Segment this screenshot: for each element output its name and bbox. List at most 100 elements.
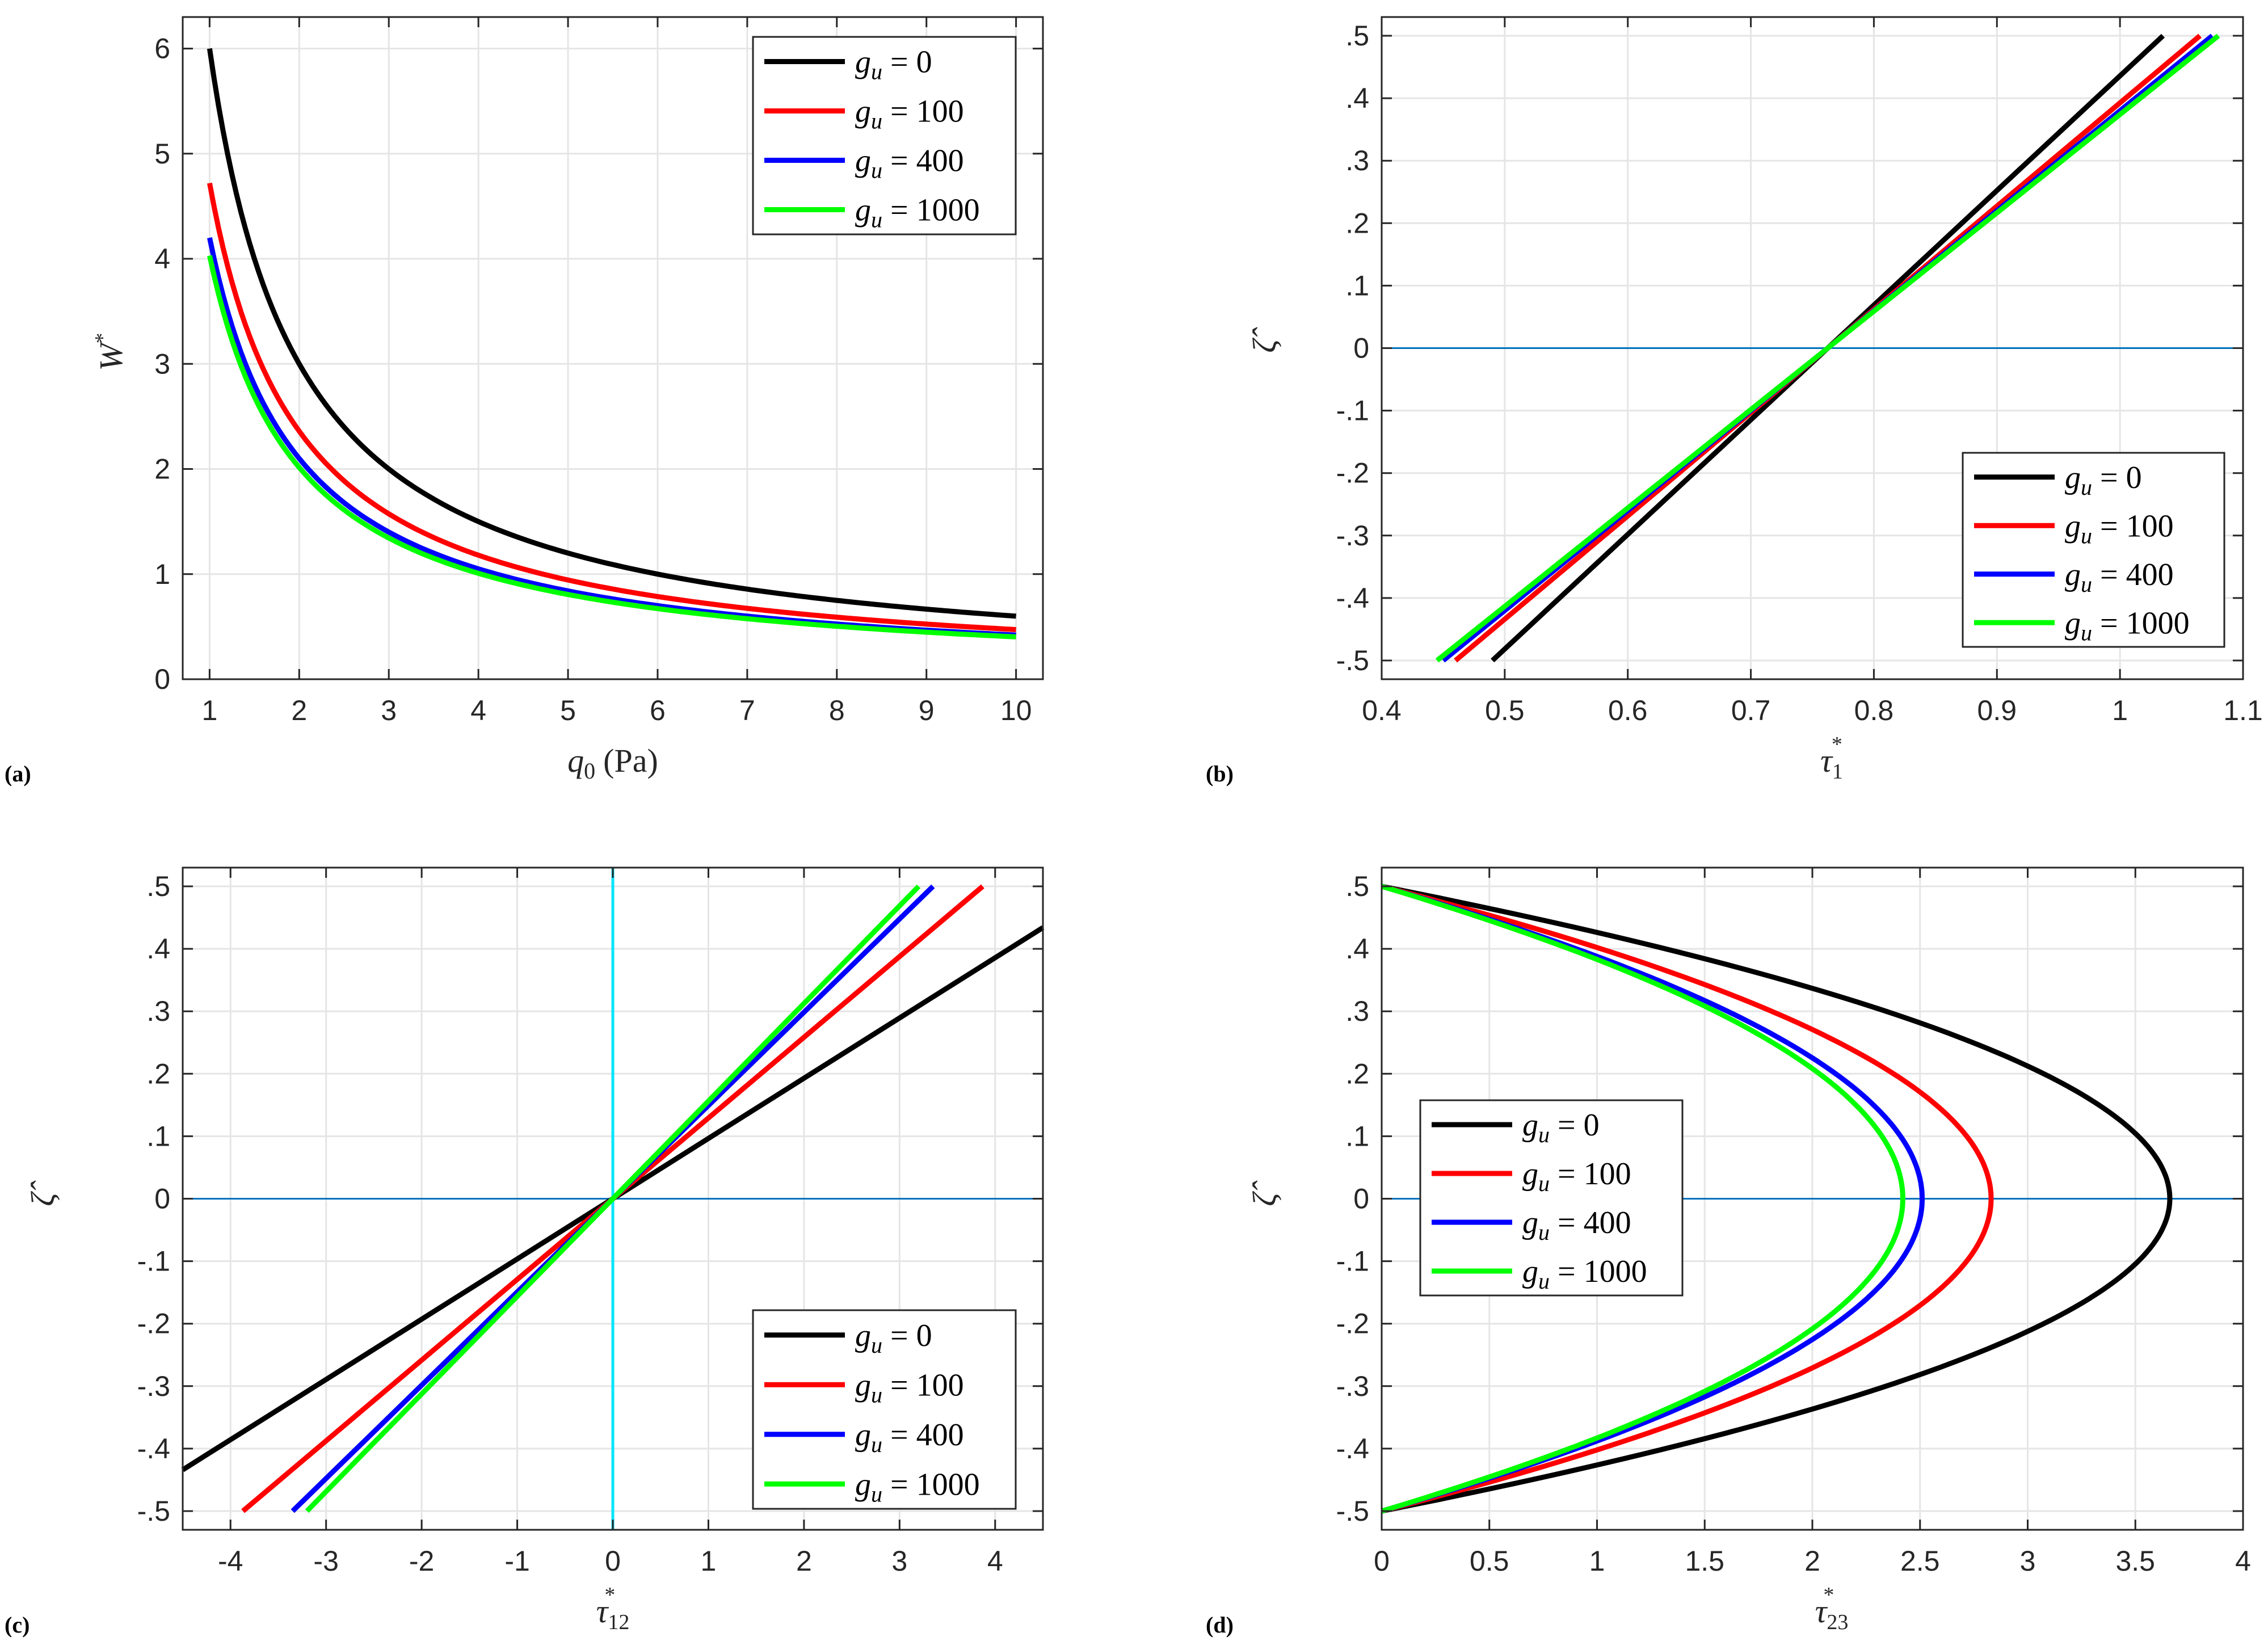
y-axis-label: ζ̂ — [1246, 327, 1283, 352]
x-tick-label: 1 — [2112, 695, 2128, 726]
y-tick-label: .5 — [146, 870, 170, 902]
y-tick-label: -.4 — [1336, 582, 1369, 614]
x-tick-label: 7 — [739, 695, 755, 726]
y-axis-label: W* — [91, 333, 129, 371]
y-axis-label: ζ̂ — [24, 1180, 61, 1206]
x-tick-label: 3.5 — [2115, 1545, 2155, 1577]
y-tick-label: 4 — [154, 243, 170, 275]
legend-label-100: gu = 100 — [2065, 508, 2174, 548]
y-tick-label: -.3 — [137, 1370, 170, 1402]
legend-label-0: gu = 0 — [855, 1318, 932, 1358]
x-tick-label: 0.5 — [1470, 1545, 1509, 1577]
series-line-100 — [1381, 883, 1994, 1514]
y-tick-label: 1 — [154, 558, 170, 590]
y-tick-label: 0 — [1353, 333, 1369, 364]
x-tick-label: 1 — [1589, 1545, 1605, 1577]
x-tick-label: 8 — [829, 695, 845, 726]
legend-label-0: gu = 0 — [1522, 1108, 1600, 1147]
x-tick-label: 1 — [201, 695, 217, 726]
x-tick-label: 4 — [987, 1545, 1003, 1577]
y-tick-label: .1 — [146, 1120, 170, 1152]
legend-label-400: gu = 400 — [1522, 1205, 1631, 1245]
x-tick-label: 2 — [796, 1545, 812, 1577]
legend-label-100: gu = 100 — [855, 1368, 964, 1407]
y-tick-label: 2 — [154, 453, 170, 485]
y-tick-label: -.4 — [137, 1433, 170, 1465]
y-tick-label: 5 — [154, 138, 170, 170]
y-tick-label: -.2 — [137, 1308, 170, 1340]
y-tick-label: 6 — [154, 33, 170, 65]
legend-label-1000: gu = 1000 — [855, 193, 980, 233]
x-tick-label: 2.5 — [1900, 1545, 1940, 1577]
legend-label-400: gu = 400 — [855, 1417, 964, 1457]
x-tick-label: 1.5 — [1685, 1545, 1724, 1577]
y-tick-label: .1 — [1345, 1120, 1369, 1152]
x-tick-label: 0 — [605, 1545, 621, 1577]
legend-label-1000: gu = 1000 — [2065, 605, 2190, 645]
x-tick-label: 10 — [1000, 695, 1032, 726]
legend-label-0: gu = 0 — [2065, 460, 2142, 500]
legend-label-100: gu = 100 — [1522, 1156, 1631, 1196]
x-axis-label: q0 (Pa) — [567, 742, 658, 784]
y-tick-label: -.4 — [1336, 1433, 1369, 1465]
legend-label-400: gu = 400 — [2065, 557, 2174, 597]
y-tick-label: .5 — [1345, 870, 1369, 902]
series-line-0 — [207, 48, 1016, 619]
panel-label-d: (d) — [1206, 1612, 1234, 1638]
axis-box — [182, 16, 1044, 680]
x-tick-label: 0.7 — [1731, 695, 1771, 726]
legend-label-400: gu = 400 — [855, 144, 964, 183]
series-line-1000 — [1435, 33, 2220, 663]
panel-label-a: (a) — [5, 761, 31, 786]
y-tick-label: 0 — [1353, 1183, 1369, 1215]
x-axis-label: τ23* — [1815, 1583, 1849, 1634]
y-tick-label: -.2 — [1336, 1308, 1369, 1340]
legend-label-1000: gu = 1000 — [855, 1467, 980, 1507]
x-tick-label: 1 — [701, 1545, 717, 1577]
x-tick-label: 5 — [560, 695, 576, 726]
y-tick-label: -.1 — [1336, 395, 1369, 427]
x-tick-label: 1.1 — [2223, 695, 2263, 726]
x-tick-label: 0.9 — [1977, 695, 2017, 726]
series-line-1000 — [207, 255, 1016, 640]
y-tick-label: .3 — [1345, 995, 1369, 1027]
y-tick-label: 0 — [154, 1183, 170, 1215]
y-tick-label: -.1 — [1336, 1246, 1369, 1277]
x-tick-label: 9 — [919, 695, 935, 726]
x-tick-label: 0.5 — [1485, 695, 1525, 726]
y-tick-label: .2 — [1345, 207, 1369, 239]
x-tick-label: -3 — [313, 1545, 338, 1577]
legend-box — [752, 1309, 1017, 1510]
legend-box — [752, 36, 1017, 235]
chart-panel-c: -4 -3 -2 -1 0 1 2 3 4-.5-.4-.3-.2-.10.1.2.3.4.5 … — [24, 866, 1045, 1634]
chart-panel-d: 0 0.5 1 1.5 2 2.5 3 3.5 4 -.5 -.4 -.3 -.2 -.1 0 .1 .2 .3.… — [1246, 866, 2251, 1634]
x-tick-label: 3 — [891, 1545, 907, 1577]
x-tick-label: -4 — [218, 1545, 243, 1577]
y-tick-label: .3 — [1345, 145, 1369, 176]
legend-label-0: gu = 0 — [855, 45, 932, 85]
x-tick-label: 0.8 — [1854, 695, 1894, 726]
y-tick-label: .3 — [146, 995, 170, 1027]
series-line-100 — [207, 182, 1016, 633]
y-tick-label: 3 — [154, 348, 170, 380]
panel-label-b: (b) — [1206, 761, 1234, 786]
chart-panel-b: 0.4 0.5 0.6 0.7 0.8 0.9 1 1.1 -.5 -.4 -.3 -.2 -.1 0 .1… — [1246, 16, 2263, 784]
y-tick-label: .4 — [1345, 82, 1369, 114]
y-tick-label: .4 — [146, 933, 170, 965]
legend-label-1000: gu = 1000 — [1522, 1254, 1647, 1294]
y-tick-label: .2 — [1345, 1058, 1369, 1089]
x-axis-label: τ12* — [596, 1583, 630, 1634]
y-tick-label: 0 — [154, 663, 170, 695]
y-tick-label: -.5 — [1336, 645, 1369, 676]
x-tick-label: 6 — [650, 695, 666, 726]
x-tick-label: -2 — [409, 1545, 434, 1577]
series-line-1000 — [305, 884, 921, 1513]
x-tick-label: 3 — [2020, 1545, 2036, 1577]
y-tick-label: .1 — [1345, 270, 1369, 301]
x-tick-label: 2 — [291, 695, 307, 726]
x-tick-label: 3 — [381, 695, 397, 726]
y-tick-label: -.3 — [1336, 520, 1369, 552]
legend-label-100: gu = 100 — [855, 94, 964, 134]
x-tick-label: 4 — [470, 695, 486, 726]
y-tick-label: .4 — [1345, 933, 1369, 965]
